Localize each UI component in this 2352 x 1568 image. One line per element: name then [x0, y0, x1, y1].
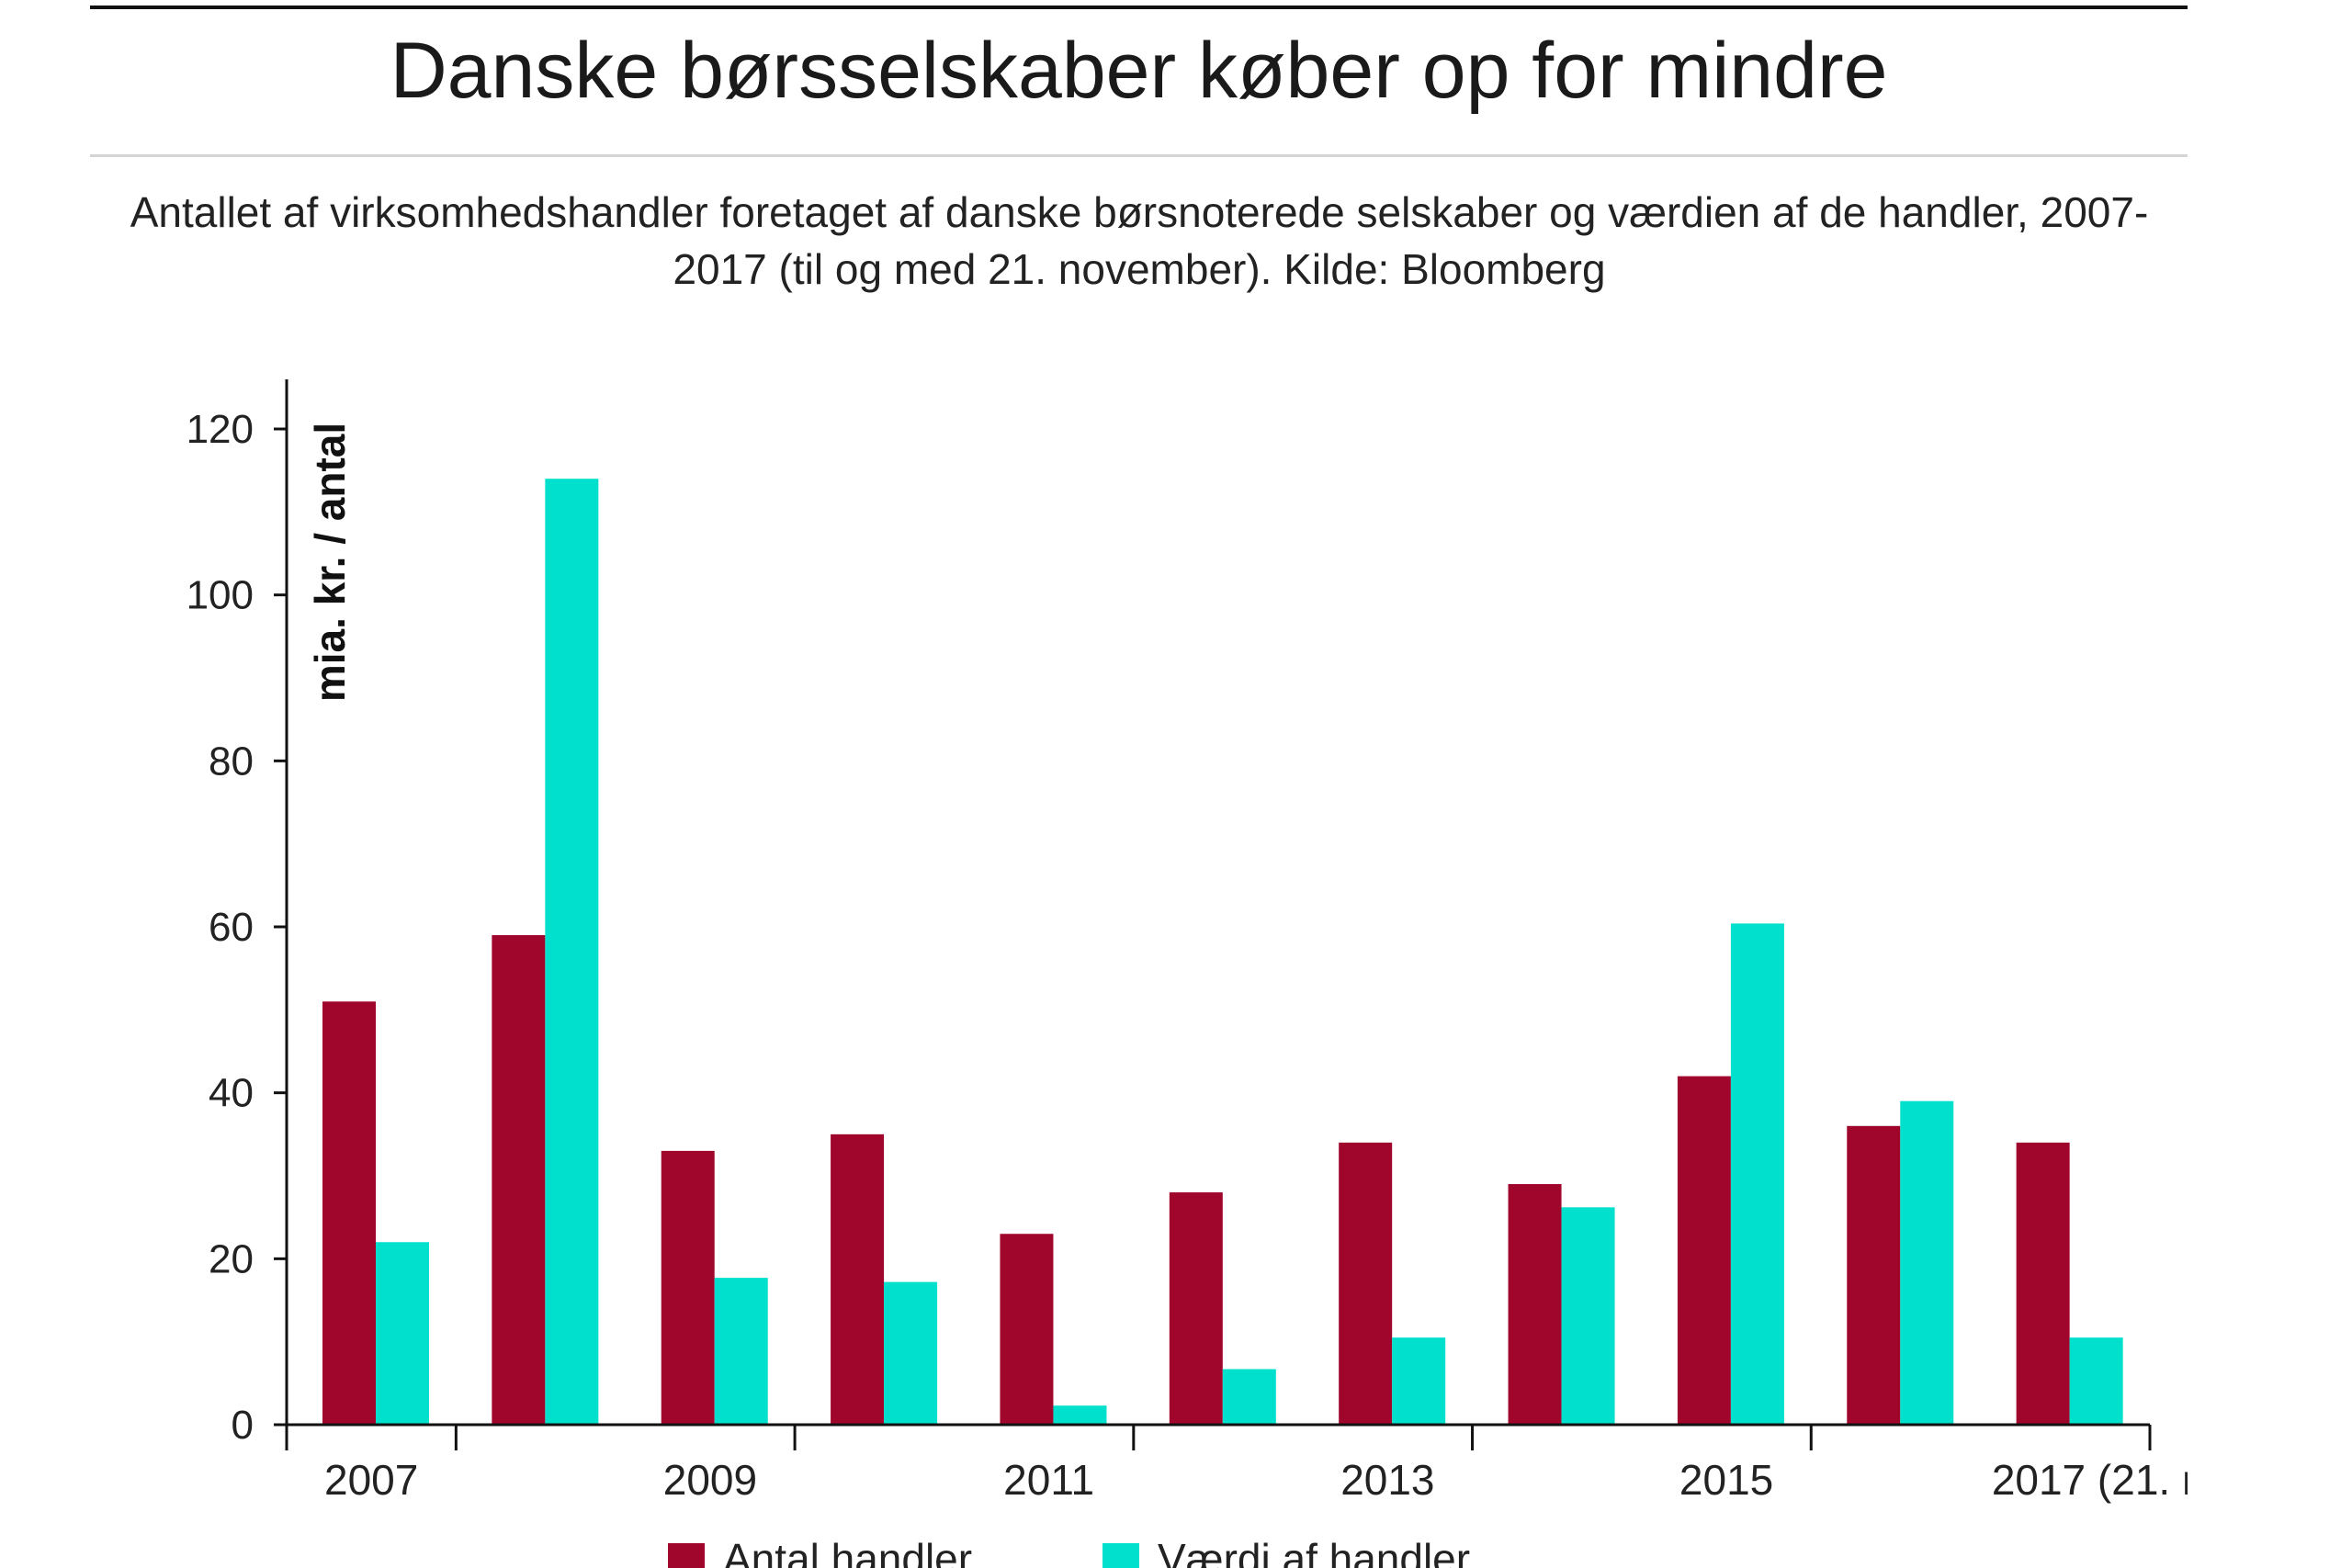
x-tick-label: 2015 [1679, 1456, 1773, 1504]
bar-vaerdi-2009 [714, 1278, 768, 1425]
legend-swatch [668, 1543, 705, 1568]
bar-antal-2012 [1169, 1192, 1223, 1425]
bar-antal-2017 [2016, 1142, 2070, 1425]
bar-vaerdi-2016 [1900, 1100, 1954, 1425]
title-divider [90, 154, 2188, 157]
bar-antal-2009 [661, 1150, 715, 1425]
x-tick-label: 2013 [1340, 1456, 1434, 1504]
bar-vaerdi-2007 [376, 1242, 429, 1425]
bar-vaerdi-2008 [545, 479, 599, 1426]
y-tick-label: 80 [209, 739, 254, 784]
bar-vaerdi-2017 [2069, 1337, 2123, 1425]
x-tick-label: 2009 [663, 1456, 757, 1504]
y-axis-label: mia. kr. / antal [306, 423, 354, 702]
bar-antal-2008 [492, 935, 546, 1425]
x-tick-label: 2011 [1003, 1456, 1094, 1504]
bar-vaerdi-2014 [1561, 1207, 1615, 1425]
y-tick-label: 100 [187, 573, 254, 618]
bar-antal-2010 [831, 1134, 885, 1425]
y-tick-label: 0 [232, 1403, 254, 1448]
bar-antal-2016 [1847, 1125, 1901, 1425]
bar-antal-2007 [322, 1001, 376, 1425]
legend-swatch [1102, 1543, 1139, 1568]
bar-antal-2011 [1000, 1234, 1054, 1425]
bar-vaerdi-2012 [1222, 1369, 1276, 1425]
legend-label: Antal handler [723, 1535, 972, 1568]
y-tick-label: 120 [187, 407, 254, 452]
chart-subtitle: Antallet af virksomhedshandler foretaget… [130, 188, 2149, 293]
bar-antal-2013 [1339, 1142, 1393, 1425]
bar-vaerdi-2011 [1053, 1405, 1107, 1425]
x-tick-label: 2007 [324, 1456, 418, 1504]
bar-antal-2015 [1677, 1076, 1731, 1425]
y-tick-label: 20 [209, 1236, 254, 1281]
chart-title: Danske børsselskaber køber op for mindre [390, 27, 1888, 115]
top-rule [90, 6, 2188, 9]
x-tick-label: 2017 (21. november) [1992, 1456, 2188, 1504]
bar-vaerdi-2015 [1730, 923, 1784, 1425]
bar-vaerdi-2013 [1392, 1337, 1446, 1425]
y-tick-label: 40 [209, 1071, 254, 1116]
bar-antal-2014 [1508, 1184, 1562, 1425]
bar-chart: 0 20 40 60 80 100 120 mia. kr. / antal 2007 2009 2… [187, 379, 2188, 1568]
bar-vaerdi-2010 [884, 1281, 938, 1425]
legend-label: Værdi af handler [1158, 1535, 1470, 1568]
y-tick-label: 60 [209, 905, 254, 950]
